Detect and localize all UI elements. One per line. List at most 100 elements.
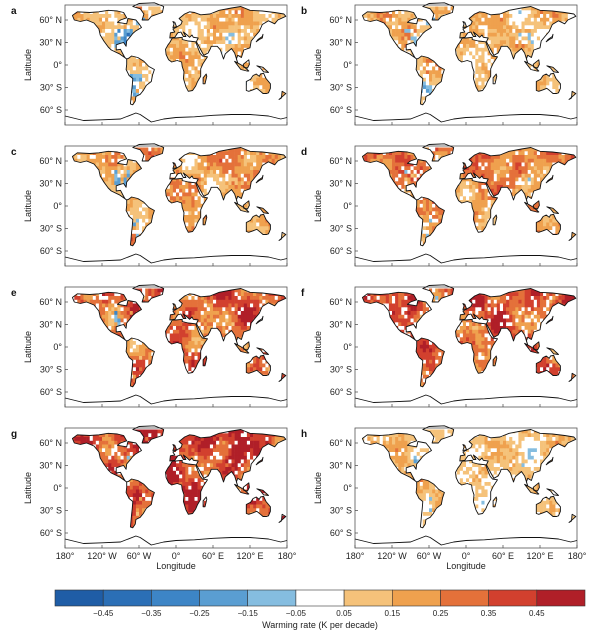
field-cell <box>185 40 189 45</box>
field-cell <box>203 155 208 160</box>
field-cell <box>222 181 226 186</box>
field-cell <box>194 21 198 26</box>
field-cell <box>194 155 198 160</box>
field-cell <box>166 185 171 190</box>
field-cell <box>240 162 245 167</box>
field-cell <box>401 44 405 49</box>
field-cell <box>475 47 479 52</box>
field-cell <box>120 166 124 171</box>
field-cell <box>98 158 103 163</box>
field-cell <box>240 14 245 19</box>
field-cell <box>188 162 192 167</box>
field-cell <box>555 17 559 22</box>
field-cell <box>219 170 223 175</box>
coastline-antarctica <box>354 112 578 123</box>
field-cell <box>228 181 232 186</box>
field-cell <box>206 158 211 163</box>
field-cell <box>481 62 485 67</box>
field-cell <box>240 177 245 182</box>
field-cell <box>89 17 94 22</box>
field-cell <box>401 17 405 22</box>
field-cell <box>209 181 214 186</box>
field-cell <box>179 185 183 190</box>
field-cell <box>74 155 78 160</box>
field-cell <box>253 151 257 156</box>
field-cell <box>191 51 195 56</box>
field-cell <box>132 77 137 82</box>
field-cell <box>108 36 112 41</box>
field-cell <box>240 25 245 30</box>
field-cell <box>250 173 254 178</box>
field-cell <box>262 158 266 163</box>
field-cell <box>518 40 522 45</box>
field-cell <box>533 17 538 22</box>
field-cell <box>524 6 528 11</box>
field-cell <box>422 77 427 82</box>
field-cell <box>188 74 192 79</box>
field-cell <box>432 14 436 19</box>
field-cell <box>253 32 257 37</box>
field-cell <box>280 92 285 97</box>
field-cell <box>182 44 186 49</box>
field-cell <box>132 162 137 167</box>
field-cell <box>191 77 195 82</box>
field-cell <box>194 158 198 163</box>
field-cell <box>206 47 211 52</box>
field-cell <box>209 17 214 22</box>
field-cell <box>265 14 269 19</box>
field-cell <box>191 44 195 49</box>
field-cell <box>222 17 226 22</box>
field-cell <box>191 155 195 160</box>
field-cell <box>466 47 470 52</box>
field-cell <box>425 81 430 86</box>
field-cell <box>77 17 81 22</box>
field-cell <box>487 32 491 37</box>
field-cell <box>231 177 235 182</box>
field-cell <box>111 29 115 34</box>
field-cell <box>524 51 528 56</box>
field-cell <box>185 162 189 167</box>
field-cell <box>425 89 430 94</box>
field-cell <box>148 147 152 152</box>
field-cell <box>185 185 189 190</box>
field-cell <box>518 44 522 49</box>
field-cell <box>268 17 272 22</box>
field-cell <box>160 6 164 11</box>
field-cell <box>262 85 266 90</box>
field-cell <box>182 181 186 186</box>
field-cell <box>419 100 424 105</box>
field-cell <box>410 14 414 19</box>
field-cell <box>530 6 535 11</box>
field-cell <box>259 158 263 163</box>
field-cell <box>407 21 411 26</box>
coastline-antarctica <box>64 112 288 123</box>
field-cell <box>527 36 532 41</box>
y-tick-label: 30° S <box>40 83 62 93</box>
field-cell <box>194 173 198 178</box>
coastline-australia <box>535 72 561 94</box>
field-cell <box>527 62 532 67</box>
field-cell <box>243 21 248 26</box>
field-cell <box>253 10 257 15</box>
field-cell <box>98 162 103 167</box>
field-cell <box>478 66 482 71</box>
field-cell <box>129 170 134 175</box>
field-cell <box>194 47 198 52</box>
field-cell <box>228 162 232 167</box>
field-cell <box>117 40 121 45</box>
field-cell <box>185 158 189 163</box>
field-cell <box>126 170 131 175</box>
field-cell <box>240 173 245 178</box>
field-cell <box>425 70 430 75</box>
field-cell <box>555 85 559 90</box>
field-cell <box>234 32 238 37</box>
field-cell <box>237 36 242 41</box>
field-cell <box>191 85 195 90</box>
field-cell <box>398 14 402 19</box>
field-cell <box>179 47 183 52</box>
field-cell <box>404 10 408 15</box>
field-cell <box>179 59 183 64</box>
field-cell <box>120 155 124 160</box>
field-cell <box>98 166 103 171</box>
